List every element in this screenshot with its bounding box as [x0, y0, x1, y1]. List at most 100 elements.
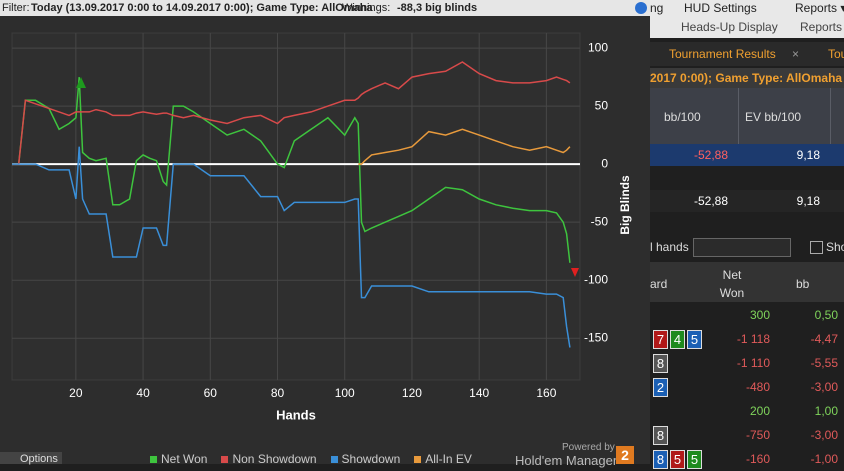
legend-swatch: [414, 455, 422, 463]
bb: -1,00: [810, 452, 838, 466]
checkbox[interactable]: [810, 241, 823, 254]
table-row[interactable]: 200 1,00: [650, 400, 844, 422]
chart-panel: Hands Big Blinds 100 50 0 -50 -100 -150 20 40 60…: [0, 0, 650, 468]
bb: -5,55: [810, 356, 838, 370]
bb: 1,00: [814, 404, 838, 418]
series-line: [358, 128, 571, 165]
legend-label: All-In EV: [425, 452, 472, 466]
card: 5: [687, 330, 702, 349]
y-tick-label: 0: [601, 156, 608, 170]
x-tick-label: 120: [402, 386, 422, 400]
table-row[interactable]: 8 -750 -3,00: [650, 424, 844, 446]
net-won: 200: [749, 404, 770, 418]
cards: 2: [653, 377, 670, 399]
summary-table: bb/100 EV bb/100 -52,88 9,18 -52,88 9,18: [650, 88, 844, 212]
filter-text: Today (13.09.2017 0:00 to 14.09.2017 0:0…: [31, 2, 373, 14]
filter-label: Filter:: [2, 2, 30, 14]
bb: -3,00: [810, 428, 838, 442]
menu-item[interactable]: HUD Settings: [684, 1, 757, 15]
card: 2: [653, 378, 668, 397]
tab[interactable]: Tou: [828, 47, 844, 61]
card: 8: [653, 426, 668, 445]
y-tick-label: -150: [584, 330, 608, 344]
hands-filter-bar: l hands Sho: [650, 236, 844, 258]
y-tick-label: -100: [584, 272, 608, 286]
legend-label: Non Showdown: [232, 452, 317, 466]
checkbox-label: Sho: [826, 240, 844, 254]
y-axis-label: Big Blinds: [618, 175, 632, 235]
column-header[interactable]: Net Won: [719, 268, 745, 300]
column-header[interactable]: ard: [650, 277, 668, 291]
card: 8: [653, 354, 668, 373]
legend-swatch: [330, 455, 338, 463]
menu-item[interactable]: Reports ▾: [795, 1, 844, 15]
card: 5: [687, 450, 702, 469]
side-panel: ng HUD Settings Reports ▾ Heads-Up Displ…: [650, 0, 844, 469]
x-tick-label: 40: [136, 386, 150, 400]
net-won: 300: [749, 308, 770, 322]
winnings: -88,3 big blinds: [397, 2, 478, 14]
hands-filter-label: l hands: [650, 240, 689, 254]
bb: -3,00: [810, 380, 838, 394]
bb: 0,50: [814, 308, 838, 322]
table-row[interactable]: 8 5 5 -160 -1,00: [650, 448, 844, 470]
x-tick-label: 100: [335, 386, 355, 400]
table-row[interactable]: -52,88 9,18: [650, 144, 844, 166]
table-row[interactable]: 2 -480 -3,00: [650, 376, 844, 398]
options-button[interactable]: Options: [0, 452, 62, 465]
column-header[interactable]: bb/100: [664, 110, 701, 124]
legend: Net Won Non Showdown Showdown All-In EV: [150, 452, 472, 466]
legend-item[interactable]: Net Won: [150, 452, 207, 466]
card: 7: [653, 330, 668, 349]
column-header[interactable]: EV bb/100: [745, 110, 802, 124]
series-line: [12, 61, 571, 165]
menu-item[interactable]: Reports: [800, 20, 843, 34]
tab-close[interactable]: ×: [792, 47, 800, 61]
net-won: -160: [745, 452, 770, 466]
cell: 9,18: [796, 194, 820, 208]
help-icon[interactable]: [635, 2, 647, 14]
filter-text: 2017 0:00); Game Type: AllOmaha: [650, 68, 844, 88]
x-tick-label: 20: [69, 386, 83, 400]
column-divider: [830, 88, 831, 144]
brand-logo: 2: [616, 446, 634, 464]
cell: -52,88: [693, 148, 728, 162]
chart: Hands Big Blinds 100 50 0 -50 -100 -150 20 40 60…: [11, 32, 632, 422]
legend-item[interactable]: Showdown: [330, 452, 400, 466]
net-won: -1 118: [736, 332, 770, 346]
menu-item[interactable]: Heads-Up Display: [681, 20, 778, 34]
table-row[interactable]: 300 0,50: [650, 304, 844, 326]
dropdown[interactable]: [693, 238, 791, 257]
table-header: ard Net Won bb: [650, 262, 844, 302]
filter-text-value: 2017 0:00); Game Type: AllOmaha: [650, 71, 843, 85]
menu-bar: ng HUD Settings Reports ▾ Heads-Up Displ…: [650, 0, 844, 38]
y-tick-label: -50: [591, 214, 609, 228]
series-line: [12, 146, 571, 348]
options-label: Options: [20, 453, 58, 465]
legend-item[interactable]: All-In EV: [414, 452, 472, 466]
card: 5: [670, 450, 685, 469]
min-marker: [571, 268, 579, 277]
table-row[interactable]: 7 4 5 -1 118 -4,47: [650, 328, 844, 350]
menu-item[interactable]: ng: [650, 1, 664, 15]
net-won: -750: [745, 428, 770, 442]
net-won: -1 110: [736, 356, 770, 370]
series-line: [12, 77, 571, 263]
table-row[interactable]: 8 -1 110 -5,55: [650, 352, 844, 374]
bb: -4,47: [810, 332, 838, 346]
legend-swatch: [221, 455, 229, 463]
cards: 8: [653, 353, 670, 375]
column-header[interactable]: bb: [796, 277, 810, 291]
filter-bar: Filter: Today (13.09.2017 0:00 to 14.09.…: [0, 0, 650, 16]
legend-item[interactable]: Non Showdown: [221, 452, 317, 466]
x-tick-label: 60: [204, 386, 218, 400]
x-tick-label: 160: [536, 386, 556, 400]
x-tick-label: 80: [271, 386, 285, 400]
tab[interactable]: Tournament Results: [669, 47, 776, 61]
x-tick-label: 140: [469, 386, 489, 400]
table-row[interactable]: -52,88 9,18: [650, 190, 844, 212]
hands-table: ard Net Won bb 300 0,50 7 4 5 -1 118 -4,47 8 -1 110…: [650, 262, 844, 469]
card: 8: [653, 450, 668, 469]
